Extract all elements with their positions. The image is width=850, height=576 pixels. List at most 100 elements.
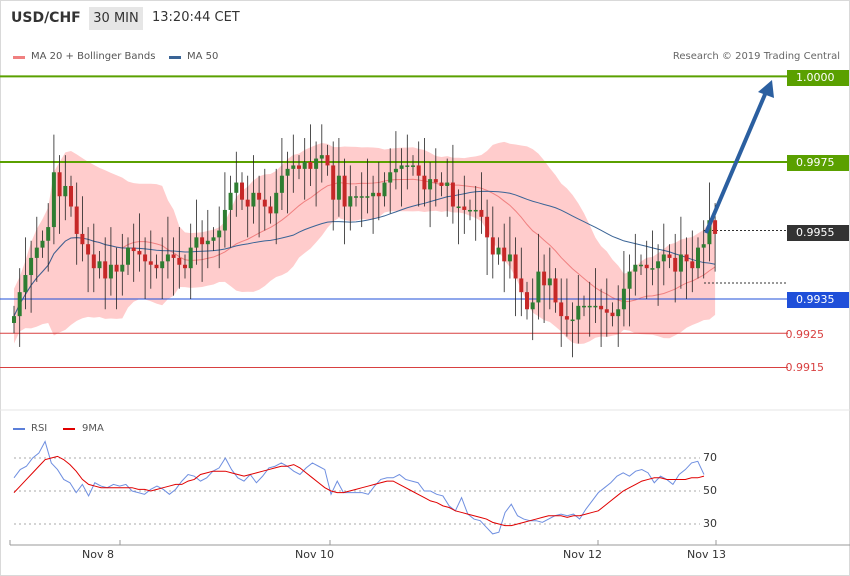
candle-body (126, 247, 130, 265)
candle-body (696, 247, 700, 269)
ma9-legend-label: 9MA (82, 423, 104, 434)
candle-body (240, 182, 244, 200)
candle-body (319, 155, 324, 159)
candle-body (485, 216, 490, 238)
candle-body (502, 247, 507, 262)
candle-body (120, 264, 125, 272)
candle-body (479, 209, 484, 217)
candle-body (627, 271, 632, 289)
candle-body (354, 196, 358, 198)
candle-body (456, 206, 461, 209)
level-label-2: 0.9975 (787, 155, 849, 171)
candle-body (422, 175, 427, 190)
candle-body (576, 305, 581, 320)
candle-body (468, 209, 472, 212)
candle-body (302, 162, 307, 169)
x-tick-nov13: Nov 13 (687, 548, 726, 561)
candle-body (194, 237, 199, 248)
candle-body (63, 185, 68, 197)
candle-body (274, 192, 279, 214)
candle-body (114, 264, 119, 272)
candle-body (542, 271, 547, 286)
candle-body (143, 254, 148, 262)
candle-body (103, 261, 108, 279)
level-label-support-1: 0.9925 (785, 328, 825, 341)
candle-body (593, 305, 598, 308)
credit-text: Research © 2019 Trading Central (672, 51, 840, 62)
candle-body (621, 288, 626, 310)
candle-body (490, 237, 495, 255)
candle-body (553, 278, 558, 303)
candle-body (547, 278, 552, 286)
candle-body (644, 264, 649, 269)
ma20-legend-swatch (13, 56, 25, 59)
candle-body (251, 192, 256, 207)
x-tick-nov8: Nov 8 (82, 548, 114, 561)
candle-body (445, 182, 450, 186)
candle-body (382, 182, 387, 197)
candle-body (131, 247, 136, 252)
candle-body (519, 278, 524, 293)
candle-body (297, 165, 301, 169)
candle-body (91, 254, 96, 269)
candle-body (507, 254, 512, 262)
symbol-title: USD/CHF (11, 10, 81, 26)
candle-body (450, 182, 455, 207)
rsi-tick-50: 50 (703, 484, 717, 497)
candle-body (69, 185, 73, 207)
candle-body (530, 302, 535, 310)
rsi-ma9-line (13, 455, 705, 527)
candle-body (200, 237, 205, 245)
candle-body (713, 220, 718, 234)
candle-body (587, 305, 592, 308)
candle-body (599, 305, 604, 310)
ma50-line (13, 190, 716, 317)
level-label-last: 0.9955 (787, 225, 849, 241)
header: USD/CHF 30 MIN 13:20:44 CET (0, 0, 850, 38)
candle-body (462, 206, 467, 210)
candle-body (376, 192, 381, 197)
candle-body (416, 165, 421, 176)
time-label: 13:20:44 CET (152, 10, 240, 25)
x-tick-nov10: Nov 10 (295, 548, 334, 561)
candle-body (564, 316, 569, 320)
candle-body (428, 179, 433, 190)
candle-body (211, 237, 216, 241)
candle-body (405, 165, 410, 167)
candle-body (331, 165, 336, 200)
forecast-arrow-line (704, 91, 768, 234)
candle-body (205, 240, 210, 245)
candle-body (690, 261, 695, 269)
candle-body (496, 247, 501, 255)
candle-body (701, 244, 706, 248)
candle-body (433, 179, 438, 183)
level-label-1: 1.0000 (787, 70, 849, 86)
candle-body (650, 268, 655, 270)
candle-body (314, 158, 319, 169)
candle-body (308, 162, 313, 169)
ma9-legend-swatch (63, 428, 75, 430)
candle-body (513, 254, 518, 279)
candle-body (222, 209, 227, 231)
candle-body (336, 175, 341, 200)
ma50-legend-label: MA 50 (187, 51, 219, 62)
candle-body (217, 230, 222, 238)
ma20-line (13, 178, 716, 317)
candle-body (17, 292, 22, 317)
candle-body (51, 172, 56, 228)
candle-body (388, 172, 393, 183)
candle-body (359, 196, 364, 198)
candle-body (342, 175, 347, 207)
candle-body (154, 264, 159, 269)
candle-body (171, 254, 176, 258)
candle-body (678, 254, 683, 272)
candle-body (439, 182, 444, 186)
candle-body (160, 261, 165, 269)
bollinger-band (14, 141, 716, 344)
candle-body (148, 261, 153, 265)
candle-body (228, 192, 233, 210)
timeframe-button[interactable]: 30 MIN (89, 7, 143, 30)
candle-body (74, 206, 79, 234)
candle-body (399, 165, 404, 169)
